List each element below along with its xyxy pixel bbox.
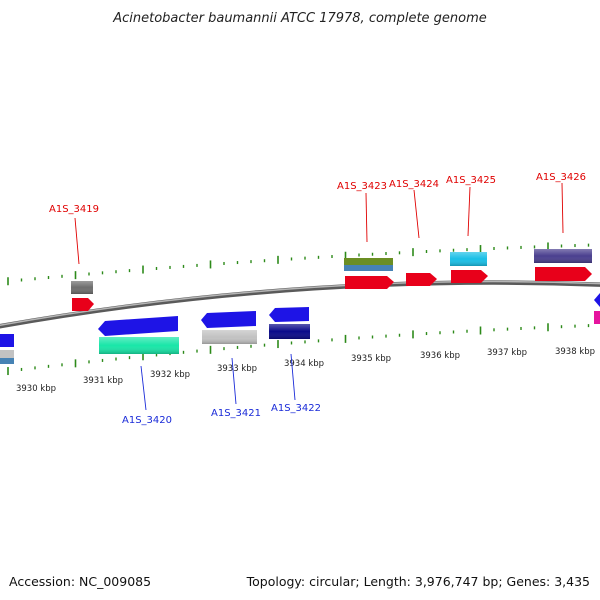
gene-feature[interactable] [269, 307, 309, 322]
genome-summary-text: Topology: circular; Length: 3,976,747 bp… [246, 574, 590, 589]
outer-tick-ring [7, 242, 590, 286]
gene-feature[interactable] [72, 298, 94, 311]
tick-label-3935: 3935 kbp [351, 354, 391, 364]
tick-label-3930: 3930 kbp [16, 384, 56, 394]
gene-features [0, 249, 600, 364]
tick-label-3932: 3932 kbp [150, 370, 190, 380]
label-leaders [74, 182, 564, 411]
gene-feature[interactable] [0, 358, 14, 364]
gene-feature[interactable] [451, 270, 488, 283]
gene-feature[interactable] [0, 350, 14, 358]
gene-feature[interactable] [594, 311, 600, 324]
gene-feature[interactable] [594, 293, 600, 307]
gene-label-a1s-3424[interactable]: A1S_3424 [389, 179, 439, 190]
inner-tick-ring [7, 323, 590, 376]
gene-feature-3421[interactable] [201, 311, 256, 328]
genome-backbone [0, 280, 600, 329]
tick-label-3934: 3934 kbp [284, 359, 324, 369]
accession-text: Accession: NC_009085 [9, 574, 151, 589]
tick-label-3937: 3937 kbp [487, 348, 527, 358]
gene-feature-3423[interactable] [344, 258, 393, 265]
tick-labels: 3930 kbp 3931 kbp 3932 kbp 3933 kbp 3934… [16, 347, 595, 394]
tick-label-3938: 3938 kbp [555, 347, 595, 357]
gene-label-a1s-3426[interactable]: A1S_3426 [536, 172, 586, 183]
gene-feature[interactable] [344, 265, 393, 271]
gene-label-a1s-3422[interactable]: A1S_3422 [271, 403, 321, 414]
gene-feature-3424[interactable] [406, 273, 437, 286]
gene-labels: A1S_3419 A1S_3423 A1S_3424 A1S_3425 A1S_… [49, 172, 586, 426]
tick-label-3936: 3936 kbp [420, 351, 460, 361]
gene-label-a1s-3423[interactable]: A1S_3423 [337, 181, 387, 192]
gene-feature[interactable] [535, 267, 592, 281]
gene-label-a1s-3419[interactable]: A1S_3419 [49, 204, 99, 215]
map-title: Acinetobacter baumannii ATCC 17978, comp… [112, 11, 487, 26]
gene-label-a1s-3420[interactable]: A1S_3420 [122, 415, 172, 426]
gene-feature[interactable] [345, 276, 394, 289]
gene-label-a1s-3421[interactable]: A1S_3421 [211, 408, 261, 419]
gene-feature-3420[interactable] [98, 316, 178, 336]
gene-label-a1s-3425[interactable]: A1S_3425 [446, 175, 496, 186]
tick-label-3931: 3931 kbp [83, 376, 123, 386]
tick-label-3933: 3933 kbp [217, 364, 257, 374]
gene-feature[interactable] [0, 334, 14, 347]
